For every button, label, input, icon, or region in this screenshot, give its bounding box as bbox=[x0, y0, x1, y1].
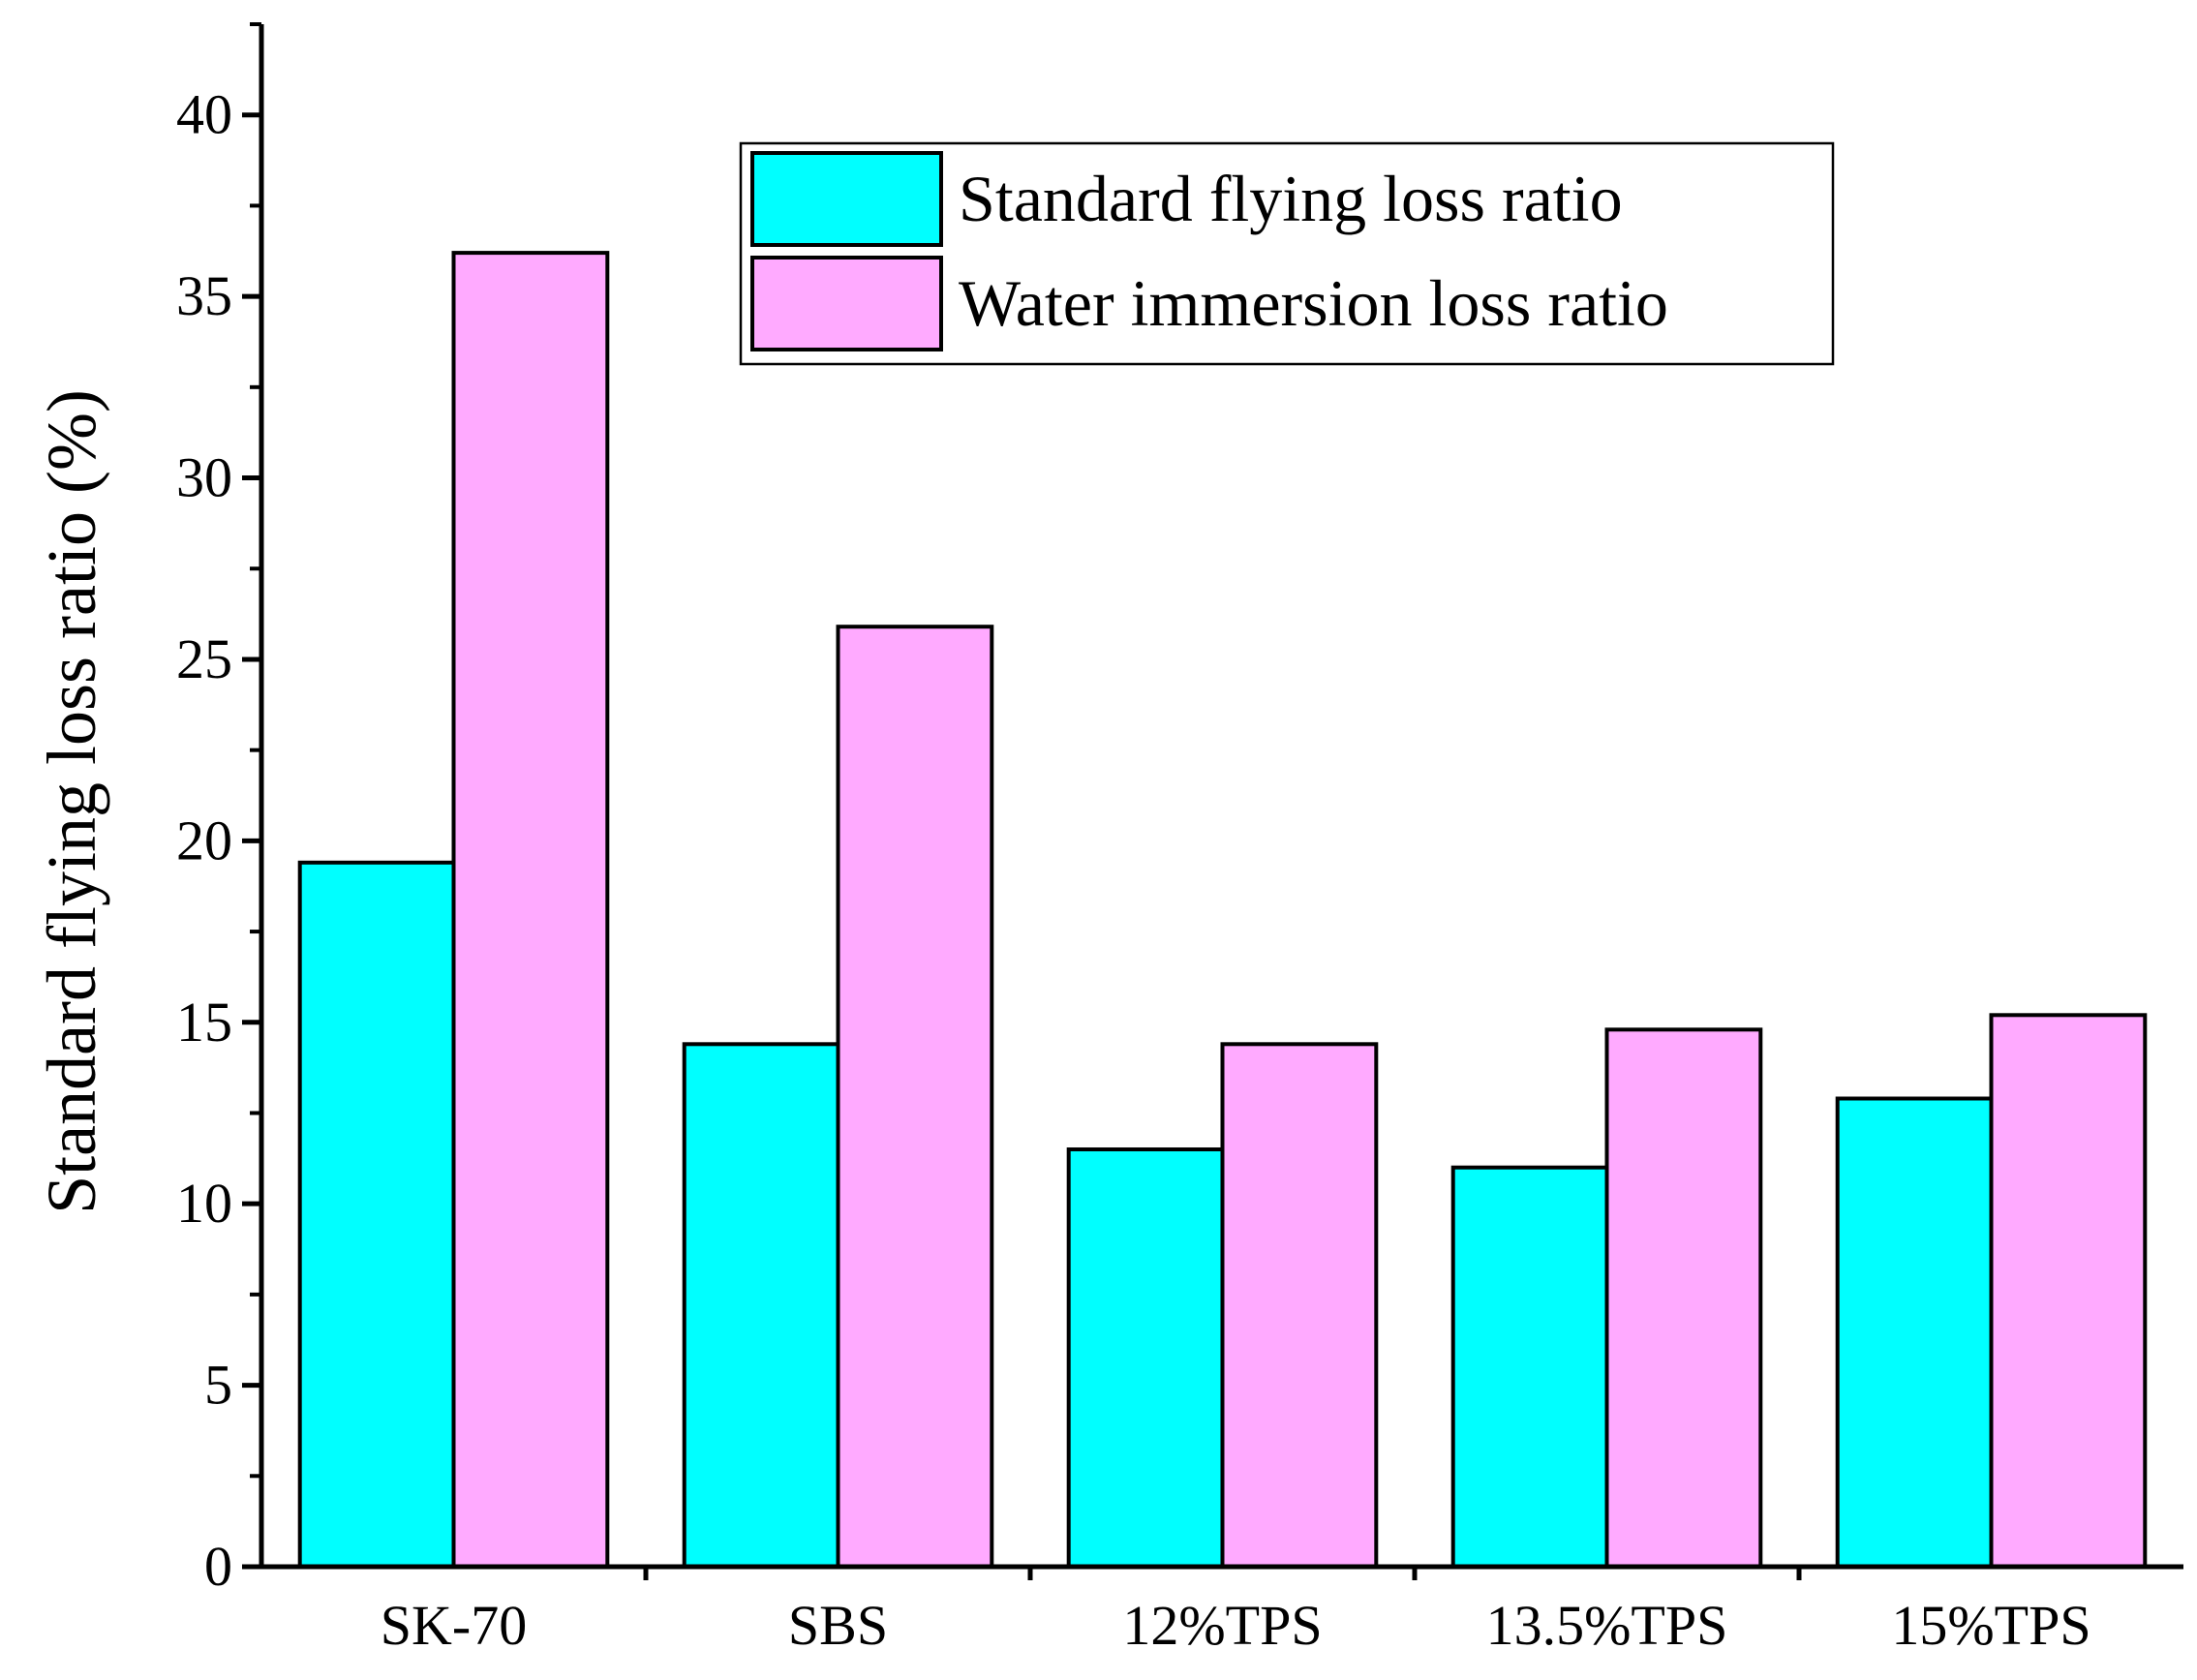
y-tick-label-10: 10 bbox=[176, 1172, 232, 1235]
y-axis-title: Standard flying loss ratio (%) bbox=[33, 389, 110, 1214]
y-tick-label-0: 0 bbox=[204, 1535, 232, 1598]
y-tick-label-30: 30 bbox=[176, 446, 232, 509]
legend-label-water-immersion: Water immersion loss ratio bbox=[959, 266, 1668, 340]
x-tick-label-sbs: SBS bbox=[788, 1594, 888, 1657]
y-tick-label-5: 5 bbox=[204, 1354, 232, 1417]
axes-group: SK-70 SBS 12%TPS 13.5%TPS 15%TPS 0 5 10 15 20 25 30… bbox=[176, 22, 2183, 1657]
y-tick-label-25: 25 bbox=[176, 627, 232, 690]
legend: Standard flying loss ratio Water immersio… bbox=[739, 141, 1835, 366]
bar-12pcttps-water-immersion bbox=[1220, 1042, 1379, 1570]
y-tick-label-35: 35 bbox=[176, 264, 232, 327]
legend-label-standard-flying: Standard flying loss ratio bbox=[959, 162, 1623, 235]
bar-sbs-water-immersion bbox=[836, 625, 994, 1569]
bar-sk-70-standard-flying bbox=[297, 860, 456, 1569]
y-tick-label-20: 20 bbox=[176, 809, 232, 871]
y-tick-label-15: 15 bbox=[176, 991, 232, 1054]
bar-15pcttps-standard-flying bbox=[1835, 1096, 1994, 1569]
legend-swatch-standard-flying bbox=[750, 151, 943, 247]
bars-group bbox=[297, 251, 2148, 1570]
y-tick-label-40: 40 bbox=[176, 83, 232, 146]
bar-13-5pcttps-standard-flying bbox=[1450, 1165, 1609, 1569]
legend-swatch-water-immersion bbox=[750, 256, 943, 351]
bar-13-5pcttps-water-immersion bbox=[1604, 1027, 1763, 1570]
x-tick-label-13-5pcttps: 13.5%TPS bbox=[1486, 1594, 1728, 1657]
x-tick-label-sk-70: SK-70 bbox=[381, 1594, 527, 1657]
x-tick-label-12pcttps: 12%TPS bbox=[1122, 1594, 1322, 1657]
bar-sbs-standard-flying bbox=[682, 1042, 840, 1570]
x-tick-label-15pcttps: 15%TPS bbox=[1891, 1594, 2090, 1657]
bar-15pcttps-water-immersion bbox=[1989, 1013, 2148, 1570]
bar-sk-70-water-immersion bbox=[451, 251, 610, 1570]
bar-12pcttps-standard-flying bbox=[1066, 1147, 1225, 1569]
